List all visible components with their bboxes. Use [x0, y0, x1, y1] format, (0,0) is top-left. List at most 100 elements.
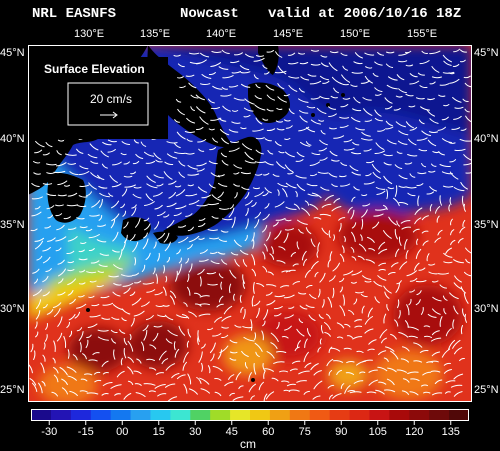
current-vector — [351, 231, 356, 242]
current-vector — [155, 372, 164, 375]
current-vector — [360, 234, 363, 241]
current-vector — [421, 130, 432, 137]
current-vector — [252, 239, 255, 249]
current-vector — [217, 174, 225, 177]
current-vector — [131, 297, 142, 306]
lon-label: 140°E — [206, 28, 237, 40]
current-vector — [388, 272, 396, 275]
current-vector — [42, 152, 50, 156]
current-vector — [377, 51, 384, 56]
current-vector — [426, 191, 435, 195]
current-vector — [131, 207, 137, 216]
current-vector — [452, 319, 455, 329]
current-vector — [298, 292, 307, 295]
current-vector — [270, 332, 279, 342]
current-vector — [196, 377, 202, 384]
current-vector — [311, 192, 322, 199]
current-vector — [271, 246, 274, 255]
colorbar-tick-label: 60 — [262, 426, 275, 438]
current-vector — [342, 294, 345, 306]
current-vector — [339, 125, 349, 128]
current-vector — [462, 219, 466, 227]
current-vector — [333, 234, 335, 241]
current-vector — [79, 184, 90, 188]
current-vector — [163, 265, 165, 274]
current-vector — [45, 142, 53, 148]
current-vector — [362, 275, 372, 280]
current-vector — [156, 183, 164, 187]
current-vector — [185, 258, 189, 264]
current-vector — [175, 185, 182, 188]
current-vector — [361, 138, 373, 141]
current-vector — [289, 389, 300, 392]
current-vector — [304, 338, 308, 348]
current-vector — [57, 259, 65, 265]
current-vector — [113, 264, 123, 270]
current-vector — [244, 160, 256, 164]
current-vector — [283, 119, 291, 122]
current-vector — [463, 203, 466, 212]
current-vector — [231, 216, 236, 228]
current-vector — [207, 365, 211, 374]
current-vector — [176, 131, 186, 140]
current-vector — [355, 291, 364, 294]
current-vector — [405, 186, 417, 189]
current-vector — [57, 180, 68, 186]
current-vector — [427, 139, 437, 147]
current-vector — [187, 184, 194, 187]
current-vector — [88, 295, 95, 299]
current-vector — [277, 182, 288, 188]
current-vector — [33, 172, 41, 175]
current-vector — [142, 282, 155, 285]
current-vector — [36, 255, 43, 261]
current-vector — [197, 186, 208, 193]
current-vector — [460, 49, 467, 53]
current-vector — [121, 188, 128, 197]
current-vector — [42, 256, 51, 264]
current-vector — [320, 325, 324, 334]
current-vector — [398, 332, 409, 338]
current-vector — [442, 185, 454, 188]
current-vector — [350, 84, 358, 87]
current-vector — [154, 204, 163, 210]
current-vector — [333, 87, 339, 94]
current-vector — [145, 315, 154, 321]
current-vector — [97, 174, 105, 180]
current-vector — [396, 151, 403, 154]
current-vector — [431, 163, 437, 167]
current-vector — [366, 160, 375, 164]
current-vector — [420, 106, 430, 111]
current-vector — [274, 313, 282, 317]
current-vector — [368, 369, 378, 373]
lat-label-left: 25°N — [0, 384, 25, 396]
current-vector — [229, 269, 237, 279]
current-vector — [390, 350, 399, 360]
current-vector — [459, 138, 472, 142]
current-vector — [324, 332, 331, 337]
current-vector — [113, 349, 116, 360]
current-vector — [262, 225, 268, 233]
current-vector — [113, 282, 122, 286]
current-vector — [449, 292, 459, 300]
colorbar-swatch — [50, 409, 72, 421]
current-vector — [177, 63, 185, 68]
colorbar-swatch — [150, 409, 171, 421]
current-vector — [124, 184, 136, 188]
current-vector — [464, 271, 472, 277]
current-vector — [229, 392, 235, 397]
current-vector — [273, 306, 283, 310]
current-vector — [200, 388, 210, 394]
current-vector — [416, 238, 419, 246]
current-vector — [221, 137, 229, 145]
current-vector — [402, 346, 410, 352]
current-vector — [240, 249, 249, 255]
current-vector — [252, 187, 260, 190]
current-vector — [398, 174, 408, 180]
current-vector — [264, 161, 274, 166]
current-vector — [245, 53, 254, 58]
current-vector — [300, 76, 310, 81]
current-vector — [427, 98, 435, 101]
current-vector — [384, 291, 390, 299]
current-vector — [155, 305, 164, 308]
current-vector — [110, 219, 116, 229]
